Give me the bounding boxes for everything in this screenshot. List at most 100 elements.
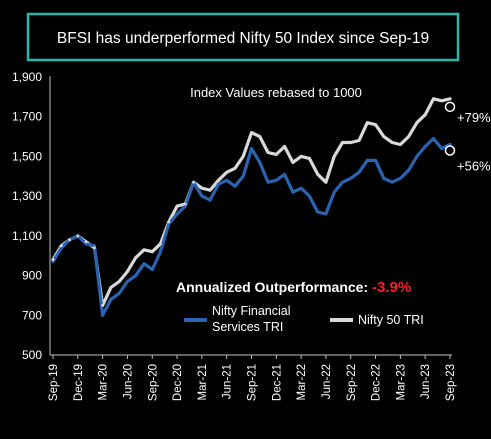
- point-financial: [332, 190, 336, 194]
- point-nifty-50: [93, 246, 96, 250]
- point-financial: [241, 174, 245, 178]
- point-financial: [134, 274, 138, 277]
- y-tick-label: 1,100: [12, 229, 42, 243]
- point-nifty-50: [341, 141, 344, 144]
- x-axis-ticks: Sep-19 Dec-19 Mar-20 Jun-20 Sep-20 Dec-20 Mar-…: [48, 355, 457, 401]
- point-nifty-50: [332, 155, 336, 158]
- point-financial: [233, 184, 237, 188]
- point-financial: [415, 155, 419, 158]
- point-financial: [316, 210, 320, 214]
- y-tick-label: 1,300: [12, 189, 42, 203]
- point-financial: [448, 143, 452, 146]
- point-nifty-50: [208, 188, 212, 192]
- point-nifty-50: [423, 113, 427, 117]
- x-tick-label: Sep-21: [247, 364, 259, 401]
- point-financial: [217, 182, 220, 186]
- point-nifty-50: [167, 220, 171, 224]
- point-financial: [117, 292, 121, 295]
- point-financial: [126, 280, 129, 283]
- x-tick-label: Jun-23: [420, 364, 432, 399]
- x-tick-label: Sep-19: [48, 364, 60, 401]
- x-tick-label: Dec-21: [271, 364, 283, 401]
- point-financial: [440, 147, 444, 150]
- point-nifty-50: [316, 172, 320, 176]
- x-tick-label: Jun-21: [222, 364, 234, 399]
- end-label-nifty-50: +79%: [457, 110, 491, 125]
- x-tick-label: Mar-23: [395, 364, 407, 400]
- series-points: [51, 97, 452, 317]
- outperformance-text: Annualized Outperformance: -3.9%: [176, 279, 411, 296]
- point-financial: [266, 180, 270, 184]
- legend: Nifty Financial Services TRI Nifty 50 TR…: [184, 304, 424, 334]
- outperformance-value: -3.9%: [372, 279, 411, 296]
- point-financial: [324, 212, 328, 216]
- point-nifty-50: [390, 141, 394, 144]
- point-nifty-50: [217, 178, 220, 182]
- point-nifty-50: [109, 286, 113, 289]
- point-financial: [175, 212, 179, 216]
- point-nifty-50: [299, 155, 303, 158]
- point-nifty-50: [308, 157, 311, 160]
- x-tick-label: Dec-19: [73, 364, 85, 401]
- point-nifty-50: [349, 141, 353, 144]
- y-tick-label: 900: [22, 269, 42, 283]
- point-nifty-50: [101, 304, 104, 307]
- point-financial: [390, 180, 394, 184]
- legend-label-nifty-50: Nifty 50 TRI: [358, 313, 424, 327]
- point-financial: [423, 145, 427, 148]
- point-financial: [374, 159, 377, 162]
- point-nifty-50: [365, 121, 369, 125]
- point-financial: [51, 260, 55, 264]
- point-financial: [250, 147, 253, 150]
- end-marker-nifty-50: [444, 101, 456, 113]
- point-financial: [109, 298, 113, 301]
- legend-label-financial-line2: Services TRI: [212, 320, 283, 334]
- point-nifty-50: [142, 248, 146, 252]
- point-financial: [183, 204, 187, 208]
- point-financial: [142, 262, 146, 266]
- point-nifty-50: [283, 145, 286, 148]
- point-nifty-50: [407, 135, 410, 139]
- point-nifty-50: [432, 97, 435, 101]
- point-nifty-50: [374, 123, 377, 127]
- point-financial: [59, 246, 63, 250]
- x-tick-label: Sep-22: [346, 364, 358, 401]
- y-tick-label: 500: [22, 348, 42, 362]
- headline-title: BFSI has underperformed Nifty 50 Index s…: [57, 30, 429, 47]
- point-financial: [150, 268, 154, 271]
- point-nifty-50: [291, 161, 295, 164]
- point-financial: [349, 176, 353, 180]
- y-axis-ticks: 500 700 900 1,100 1,300 1,500 1,700 1,900: [12, 70, 42, 362]
- point-nifty-50: [415, 121, 419, 125]
- point-financial: [225, 178, 229, 182]
- point-nifty-50: [117, 280, 121, 283]
- point-nifty-50: [258, 135, 262, 139]
- point-nifty-50: [382, 135, 386, 139]
- point-financial: [101, 313, 104, 317]
- point-financial: [200, 194, 204, 198]
- point-nifty-50: [357, 139, 361, 142]
- x-tick-label: Mar-20: [98, 364, 110, 400]
- point-nifty-50: [126, 270, 129, 273]
- point-financial: [399, 176, 402, 180]
- x-tick-label: Jun-20: [122, 364, 134, 399]
- x-tick-label: Sep-23: [445, 364, 457, 401]
- point-financial: [357, 170, 361, 174]
- point-nifty-50: [84, 240, 88, 244]
- point-financial: [341, 180, 344, 184]
- point-financial: [283, 172, 286, 176]
- point-financial: [382, 176, 386, 180]
- point-financial: [84, 242, 88, 246]
- y-tick-label: 1,500: [12, 149, 42, 163]
- x-tick-label: Dec-20: [172, 364, 184, 401]
- point-nifty-50: [175, 204, 179, 208]
- x-tick-label: Jun-22: [321, 364, 333, 399]
- point-nifty-50: [233, 166, 237, 170]
- legend-label-financial-line1: Nifty Financial: [212, 304, 291, 318]
- x-tick-label: Dec-22: [371, 364, 383, 401]
- point-nifty-50: [183, 202, 187, 206]
- y-tick-label: 1,700: [12, 110, 42, 124]
- point-financial: [365, 159, 369, 162]
